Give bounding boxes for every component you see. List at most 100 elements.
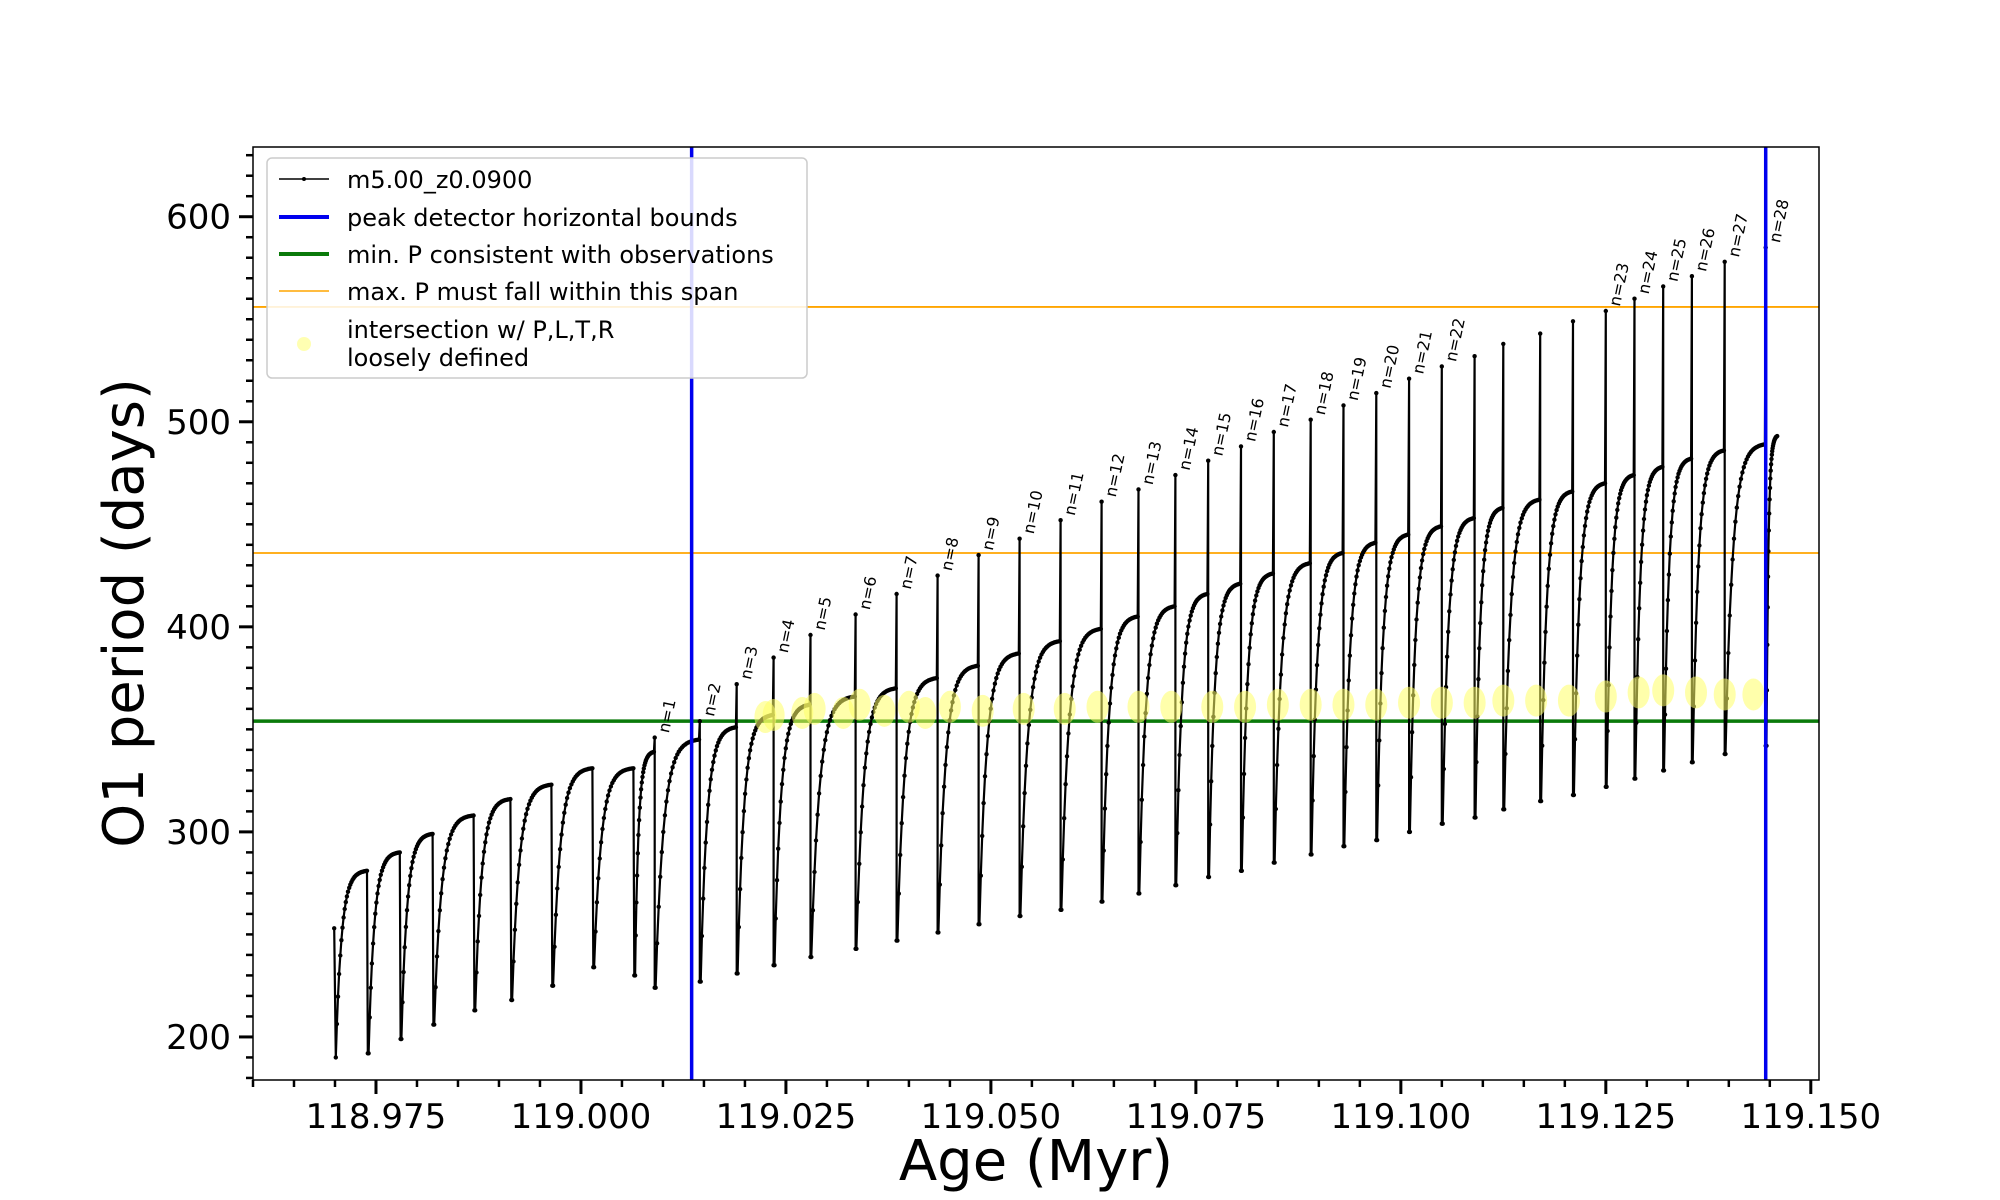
series-point <box>369 961 375 966</box>
series-point <box>1185 631 1190 636</box>
series-point <box>779 781 785 787</box>
series-point <box>903 755 909 761</box>
series-point <box>1139 797 1145 802</box>
intersection-marker <box>1742 678 1765 711</box>
series-point <box>1660 464 1665 470</box>
series-point <box>672 760 677 765</box>
series-point <box>1290 579 1295 584</box>
series-point <box>696 737 702 742</box>
series-point <box>1583 515 1589 521</box>
series-point <box>484 832 489 837</box>
series-point <box>740 830 745 835</box>
x-tick-label: 119.025 <box>716 1097 857 1137</box>
legend-item-max-p: max. P must fall within this span <box>279 278 738 306</box>
series-point <box>940 811 945 816</box>
series-point <box>662 813 668 818</box>
series-point <box>786 731 791 736</box>
series-point <box>1554 507 1559 513</box>
series-point <box>1033 669 1039 675</box>
series-point <box>366 1051 371 1056</box>
series-point <box>1478 620 1483 626</box>
series-point <box>1578 576 1583 581</box>
intersection-marker <box>1430 686 1453 719</box>
series-point <box>1063 782 1068 787</box>
intersection-marker <box>1525 684 1548 717</box>
series-point <box>1702 483 1708 488</box>
series-point <box>1510 574 1516 580</box>
series-point <box>1309 852 1314 857</box>
series-point <box>1215 641 1221 646</box>
series-point <box>1154 621 1160 626</box>
series-point <box>1276 726 1281 731</box>
series-point <box>985 733 991 739</box>
intersection-marker <box>1713 678 1736 711</box>
series-point <box>373 911 378 916</box>
series-point <box>859 804 865 809</box>
series-point <box>1248 632 1253 637</box>
series-point <box>1668 534 1674 539</box>
series-point <box>1352 591 1357 596</box>
series-point <box>865 739 870 744</box>
series-point <box>1768 468 1773 473</box>
series-point <box>1319 601 1324 606</box>
series-point <box>995 671 1000 676</box>
series-point <box>953 687 958 693</box>
series-point <box>1644 493 1650 498</box>
series-point <box>1349 616 1355 621</box>
series-point <box>1579 558 1584 564</box>
series-point <box>566 790 571 795</box>
series-point <box>746 756 752 761</box>
intersection-marker <box>873 694 896 727</box>
series-point <box>1602 481 1608 486</box>
series-point <box>1032 676 1037 681</box>
series-point <box>1310 798 1315 803</box>
series-point <box>735 971 740 976</box>
series-point <box>977 922 982 927</box>
series-point <box>1348 633 1354 638</box>
series-point <box>661 829 666 835</box>
series-point <box>1100 899 1105 904</box>
series-point <box>447 836 452 841</box>
series-point <box>370 941 376 946</box>
intersection-marker <box>803 692 826 725</box>
series-point <box>480 861 485 866</box>
series-point <box>557 847 563 852</box>
series-point <box>1613 525 1618 530</box>
series-point <box>473 1008 478 1013</box>
series-point <box>1642 507 1648 512</box>
intersection-marker <box>1594 680 1617 713</box>
series-point <box>1105 743 1110 749</box>
series-point <box>861 783 866 788</box>
series-point <box>1675 475 1680 480</box>
series-point <box>1206 874 1212 880</box>
series-point <box>750 736 755 741</box>
series-point <box>820 759 825 764</box>
series-point <box>1209 779 1214 784</box>
series-point <box>1216 630 1222 635</box>
series-point <box>1544 604 1549 609</box>
series-point <box>1696 564 1701 569</box>
series-point <box>591 965 597 970</box>
series-point <box>1174 883 1179 888</box>
series-point <box>1514 539 1520 545</box>
series-point <box>1022 790 1027 796</box>
series-point <box>1060 857 1066 862</box>
series-point <box>1036 659 1041 664</box>
legend-label-min-p: min. P consistent with observations <box>347 241 774 269</box>
series-point <box>900 794 906 800</box>
series-point <box>982 774 988 779</box>
series-point <box>1688 456 1694 461</box>
series-point <box>1486 524 1492 529</box>
series-point <box>560 820 566 825</box>
series-point <box>937 882 942 887</box>
series-point <box>376 883 381 889</box>
series-point <box>1115 640 1120 645</box>
series-point <box>1354 574 1359 579</box>
series-point <box>1287 588 1292 593</box>
series-point <box>1016 651 1021 656</box>
series-point <box>1220 608 1225 613</box>
series-point <box>556 864 561 870</box>
series-point <box>374 900 379 905</box>
intersection-marker <box>914 696 937 729</box>
series-point <box>1107 701 1113 706</box>
